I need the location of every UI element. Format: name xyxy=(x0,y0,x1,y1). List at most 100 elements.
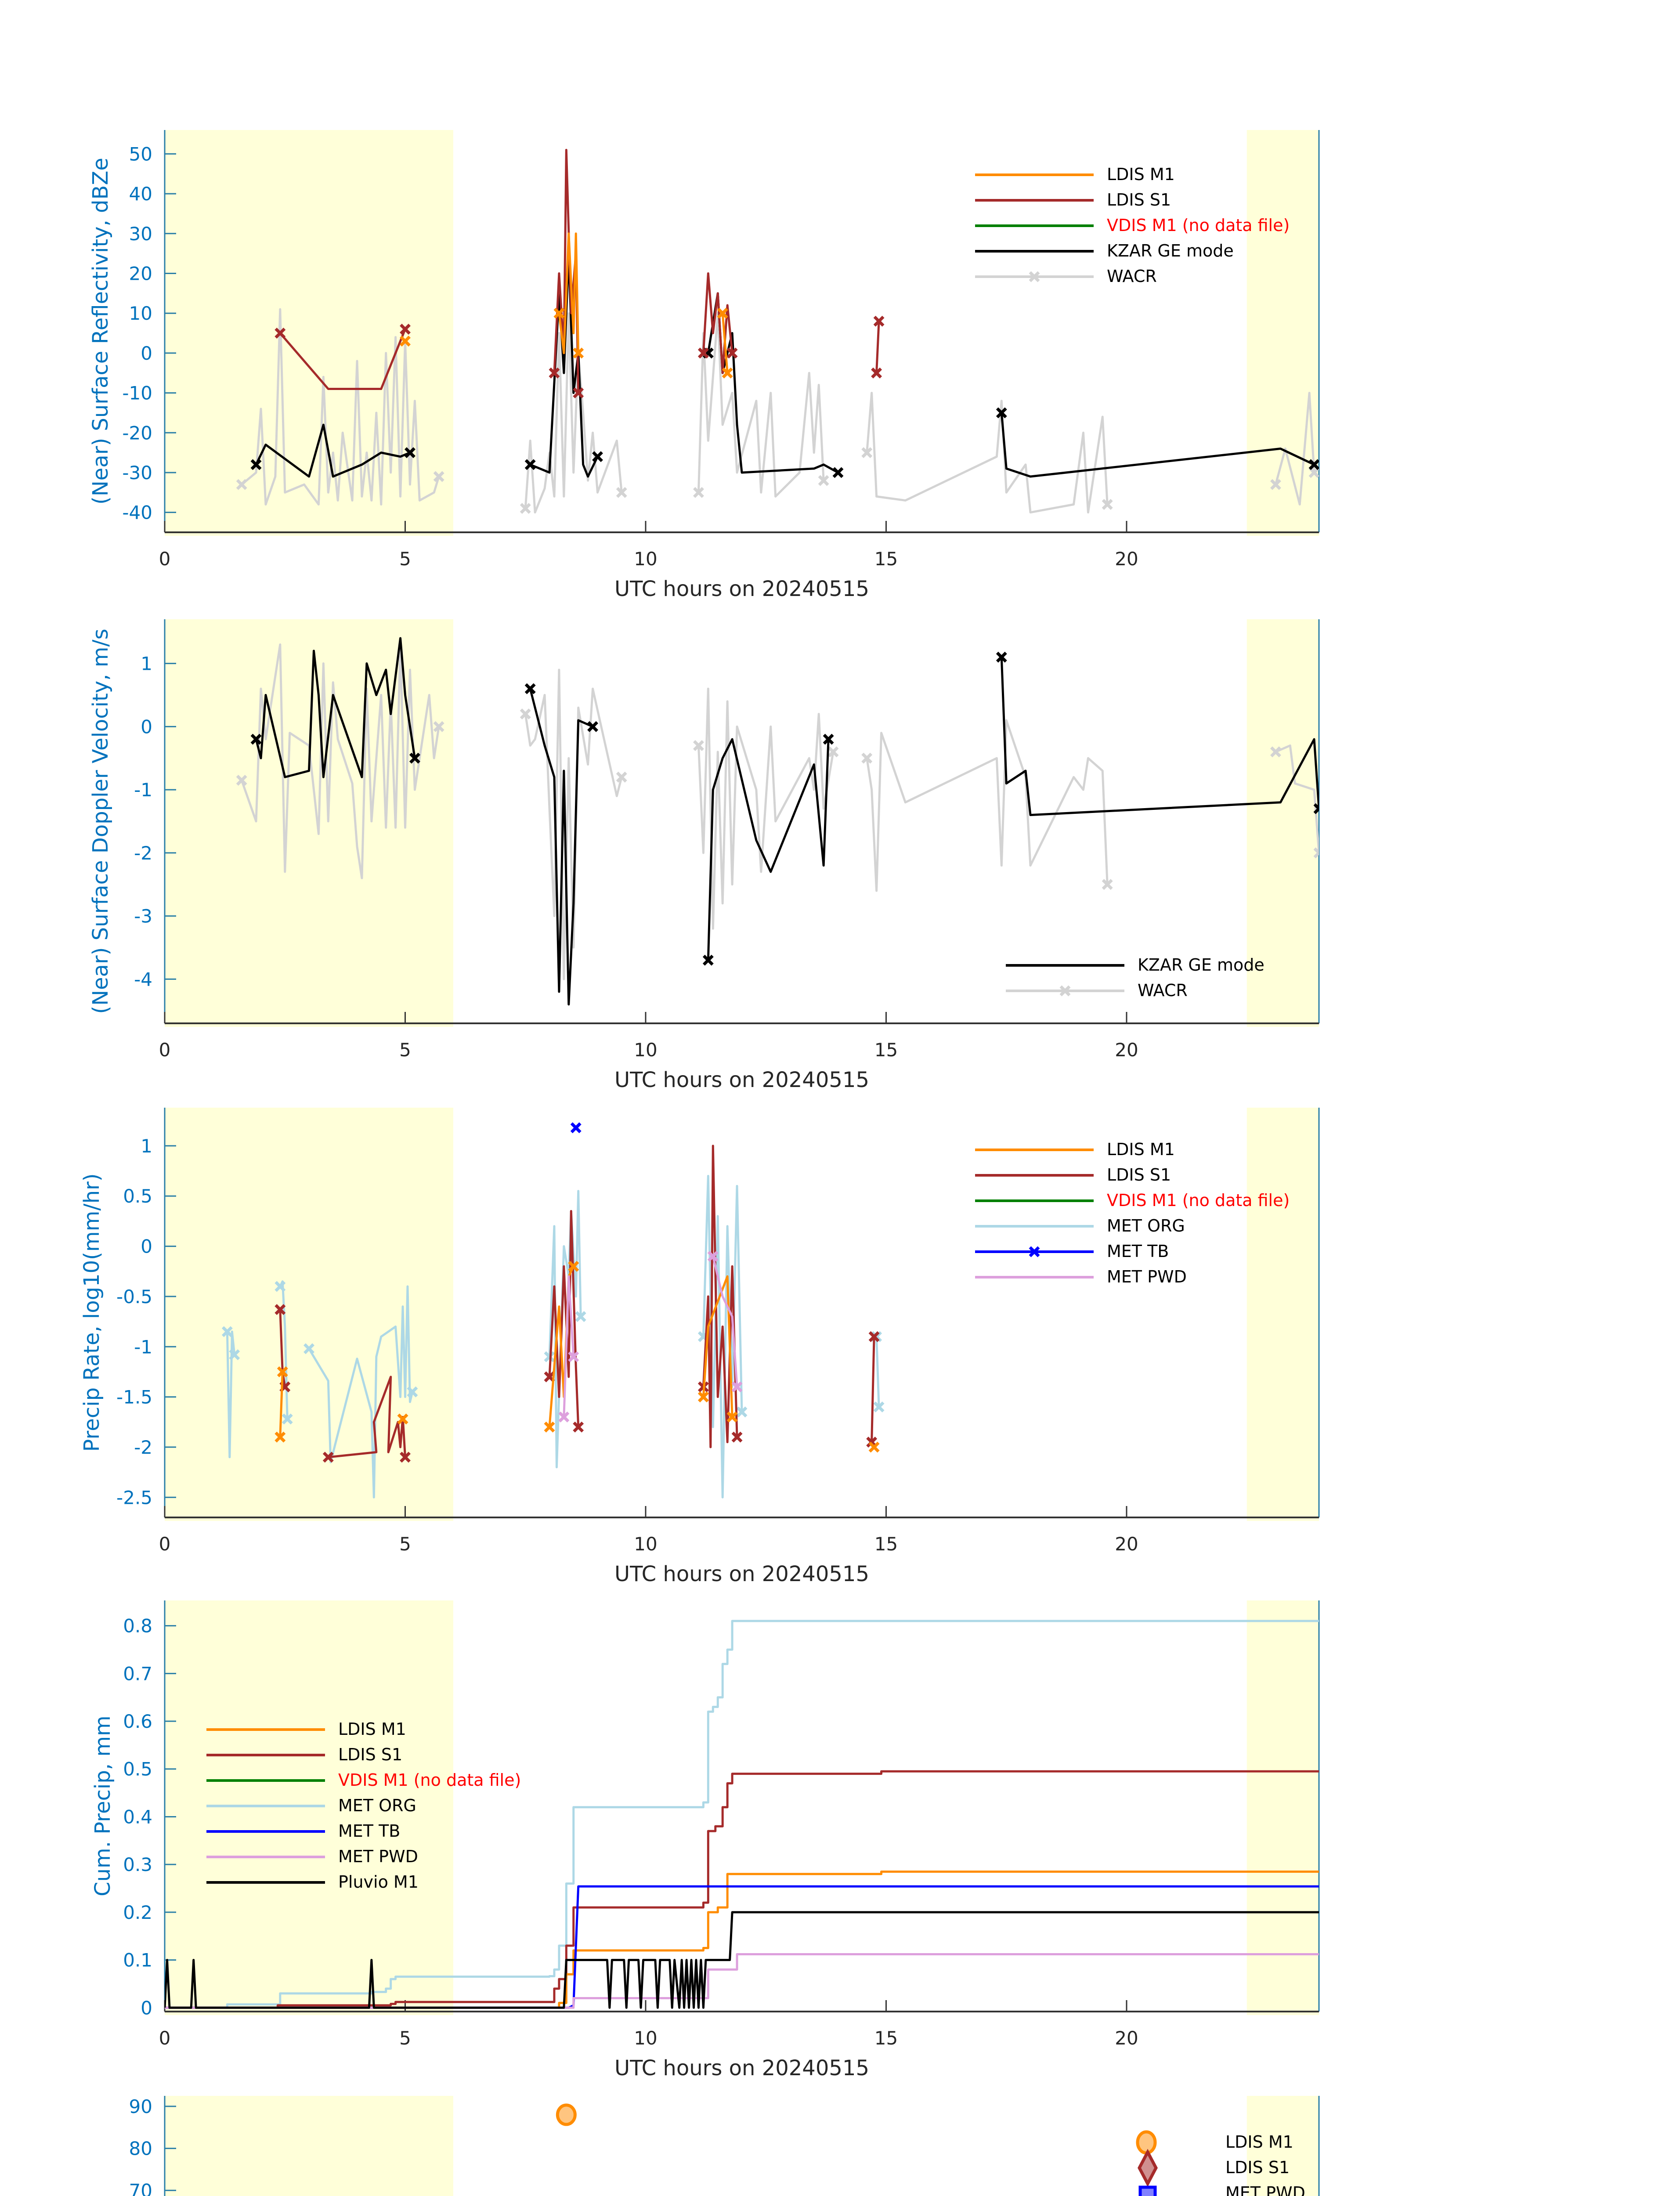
data-point-marker xyxy=(693,487,704,498)
y-tick-label: 0 xyxy=(141,716,152,737)
y-axis-label: Precip Rate, log10(mm/hr) xyxy=(79,1174,104,1452)
legend-label: Pluvio M1 xyxy=(338,1872,419,1892)
panel-cum_precip: 0 0.1 0.2 0.3 0.4 0.5 0.6 0.7 0.8 0 5 10 15 20 UTC hou… xyxy=(90,1600,1320,2080)
data-point-marker xyxy=(275,328,286,339)
legend-label: LDIS M1 xyxy=(1107,165,1175,184)
x-tick-label: 5 xyxy=(399,1533,411,1555)
data-point-marker xyxy=(1308,459,1319,470)
y-tick-label: 0.5 xyxy=(123,1759,152,1780)
y-tick-label: 1 xyxy=(141,1135,152,1157)
data-point-marker xyxy=(873,315,885,327)
series-met-tb xyxy=(570,1122,582,1134)
data-point-marker xyxy=(731,1381,743,1393)
data-point-marker xyxy=(236,479,247,490)
data-point-marker xyxy=(520,708,531,720)
data-point-marker xyxy=(282,1413,293,1425)
y-tick-label: 90 xyxy=(129,2096,152,2117)
data-point-marker xyxy=(1102,499,1113,510)
y-tick-label: 30 xyxy=(129,223,152,245)
night-shading xyxy=(165,1600,453,2015)
data-point-marker xyxy=(996,651,1007,663)
data-point-marker xyxy=(868,1331,880,1342)
x-tick-label: 10 xyxy=(634,2027,657,2049)
legend-label: WACR xyxy=(1138,981,1188,1000)
data-point-marker xyxy=(553,307,565,319)
plot-area xyxy=(236,148,1319,514)
series-ldis-m1 xyxy=(165,1870,1319,2009)
series-line xyxy=(529,688,593,1006)
series-line xyxy=(697,312,825,498)
data-point-marker xyxy=(433,721,444,732)
data-point-marker xyxy=(587,721,599,732)
data-point-marker xyxy=(573,1421,584,1433)
legend: LDIS M1 LDIS S1 VDIS M1 (no data file) MET … xyxy=(206,1719,521,1892)
data-point-marker xyxy=(996,407,1007,419)
data-point-marker xyxy=(726,1411,738,1423)
plot-area xyxy=(556,2103,577,2126)
series-line xyxy=(226,1330,236,1459)
legend-circle-icon xyxy=(1136,2130,1157,2155)
x-axis-label: UTC hours on 20240515 xyxy=(614,577,869,601)
series-line xyxy=(875,1336,880,1407)
x-tick-label: 15 xyxy=(874,2027,898,2049)
series-ldis-s1 xyxy=(165,1770,1319,2009)
series-line xyxy=(558,232,580,354)
data-point-marker xyxy=(573,387,584,399)
legend-label: VDIS M1 (no data file) xyxy=(1107,216,1290,235)
data-point-marker xyxy=(303,1343,314,1354)
legend-diamond-icon xyxy=(1138,2149,1158,2187)
x-tick-label: 0 xyxy=(159,2027,171,2049)
data-point-marker xyxy=(726,347,738,359)
series-line xyxy=(866,719,1109,892)
y-tick-label: 0 xyxy=(141,1236,152,1257)
series-line xyxy=(875,321,880,373)
data-point-marker xyxy=(524,683,536,694)
x-axis-label: UTC hours on 20240515 xyxy=(614,1068,869,1092)
series-line xyxy=(1275,392,1315,506)
data-point-marker xyxy=(250,459,262,470)
x-tick-label: 5 xyxy=(399,1039,411,1061)
data-point-marker xyxy=(616,771,627,783)
night-shading xyxy=(1246,1600,1319,2015)
data-point-marker xyxy=(1313,803,1319,814)
y-tick-label: 0.7 xyxy=(123,1663,152,1684)
legend-x-marker-icon xyxy=(1029,271,1040,282)
data-point-marker xyxy=(433,471,444,482)
legend-label: LDIS S1 xyxy=(1107,1165,1171,1185)
legend-label: LDIS M1 xyxy=(1107,1140,1175,1159)
legend-label: LDIS M1 xyxy=(338,1719,406,1739)
panel-weather_codes: 010203040506070809005101520UTC hours on … xyxy=(129,2096,1320,2196)
data-point-marker xyxy=(1270,479,1281,490)
series-line xyxy=(530,252,599,478)
series-line xyxy=(697,687,835,930)
series-met-pwd xyxy=(165,1953,1319,2009)
series-line xyxy=(721,313,729,373)
series-pluvio-m1 xyxy=(165,1911,1319,2009)
y-tick-label: 0.1 xyxy=(123,1950,152,1971)
series-met-org xyxy=(165,1620,1319,2009)
data-point-marker xyxy=(736,1406,748,1418)
legend: LDIS M1 LDIS S1 MET PWD xyxy=(1136,2130,1305,2196)
data-point-marker xyxy=(221,1326,233,1337)
y-axis-label: Cum. Precip, mm xyxy=(90,1716,115,1896)
data-point-marker xyxy=(275,1304,286,1315)
y-tick-label: -2 xyxy=(134,1437,152,1458)
y-tick-label: 50 xyxy=(129,143,152,165)
series-met-pwd xyxy=(558,1250,743,1423)
series-line xyxy=(702,1145,738,1448)
y-tick-label: -3 xyxy=(134,906,152,927)
y-tick-label: 0 xyxy=(141,343,152,364)
night-shading xyxy=(1246,130,1319,536)
data-point-marker xyxy=(400,336,411,347)
data-point-marker xyxy=(1313,847,1319,859)
legend-label: LDIS S1 xyxy=(338,1745,402,1764)
legend-label: LDIS M1 xyxy=(1225,2132,1293,2152)
y-tick-label: 0.3 xyxy=(123,1854,152,1875)
series-line xyxy=(1000,657,1319,816)
x-axis-label: UTC hours on 20240515 xyxy=(614,2056,869,2080)
data-point-marker xyxy=(558,1411,570,1423)
series-line xyxy=(524,312,623,514)
y-tick-label: 80 xyxy=(129,2138,152,2160)
series-line xyxy=(165,1953,1319,2009)
